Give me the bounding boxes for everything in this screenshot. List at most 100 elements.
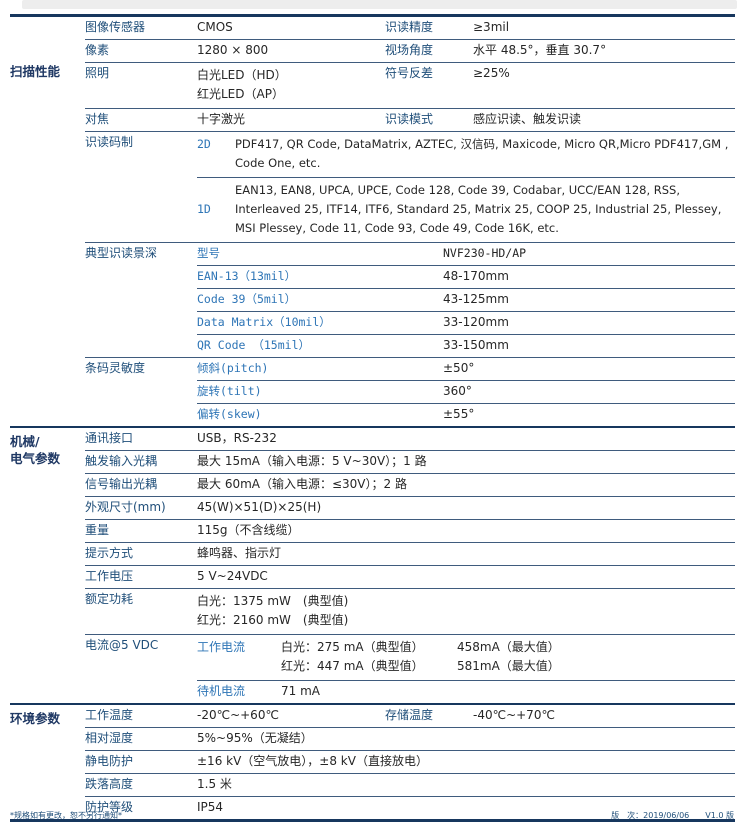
depth-model: NVF230-HD/AP	[443, 246, 527, 260]
sensitivity-row-tilt: 旋转(tilt) 360°	[197, 381, 735, 404]
row-drop-height: 跌落高度 1.5 米	[85, 774, 735, 797]
symbologies-body: 2D PDF417, QR Code, DataMatrix, AZTEC, 汉…	[197, 132, 735, 242]
row-barcode-sensitivity: 条码灵敏度 倾斜(pitch) ±50° 旋转(tilt) 360° 偏转(sk…	[85, 358, 735, 426]
depth-value: 33-120mm	[443, 315, 509, 329]
row-label: 典型识读景深	[85, 246, 158, 260]
standby-current-value: 71 mA	[281, 684, 320, 698]
row-value: CMOS	[197, 20, 233, 34]
depth-row-datamatrix: Data Matrix（10mil） 33-120mm	[197, 312, 735, 335]
row-illumination: 照明 白光LED（HD） 红光LED（AP） 符号反差 ≥25%	[85, 63, 735, 109]
row-operating-temperature: 工作温度 -20℃~+60℃ 存储温度 -40℃~+70℃	[85, 705, 735, 728]
row-label: 静电防护	[85, 754, 134, 768]
red-max: 581mA（最大值）	[457, 659, 560, 673]
section-body-scan: 图像传感器 CMOS 识读精度 ≥3mil 像素 1280 × 800 视场角度…	[85, 17, 735, 426]
row-pixels: 像素 1280 × 800 视场角度 水平 48.5°，垂直 30.7°	[85, 40, 735, 63]
sensitivity-body: 倾斜(pitch) ±50° 旋转(tilt) 360° 偏转(skew) ±5…	[197, 358, 735, 426]
section-title-mech-line2: 电气参数	[10, 451, 61, 466]
row-dimensions: 外观尺寸(mm) 45(W)×51(D)×25(H)	[85, 497, 735, 520]
sensitivity-value: ±50°	[443, 361, 475, 375]
row-label: 通讯接口	[85, 431, 134, 445]
section-scan-performance: 扫描性能 图像传感器 CMOS 识读精度 ≥3mil 像素 1280 × 800…	[10, 17, 735, 426]
row-value: 5 V~24VDC	[197, 569, 268, 583]
depth-row-ean13: EAN-13（13mil） 48-170mm	[197, 266, 735, 289]
row-label: 条码灵敏度	[85, 361, 146, 375]
row-label: 电流@5 VDC	[85, 638, 159, 652]
sensitivity-value: ±55°	[443, 407, 475, 421]
working-current-white: 白光：275 mA（典型值） 458mA（最大值）	[281, 638, 735, 657]
section-title-mech: 机械/ 电气参数	[10, 428, 85, 703]
row-label: 防护等级	[85, 800, 134, 814]
depth-name: Code 39（5mil）	[197, 292, 297, 306]
row-value: ±16 kV（空气放电），±8 kV（直接放电）	[197, 754, 428, 768]
row-value: USB，RS-232	[197, 431, 277, 445]
section-title-mech-line1: 机械/	[10, 434, 40, 449]
row-esd: 静电防护 ±16 kV（空气放电），±8 kV（直接放电）	[85, 751, 735, 774]
row-label: 识读码制	[85, 135, 134, 149]
row-label: 信号输出光耦	[85, 477, 158, 491]
row-label-2: 视场角度	[385, 43, 434, 57]
depth-name: 型号	[197, 246, 220, 260]
depth-name: Data Matrix（10mil）	[197, 315, 331, 329]
row-label-2: 识读模式	[385, 112, 434, 126]
row-value-2: ≥25%	[473, 66, 510, 80]
depth-value: 33-150mm	[443, 338, 509, 352]
row-trigger-input: 触发输入光耦 最大 15mA（输入电源：5 V~30V）；1 路	[85, 451, 735, 474]
row-value: 45(W)×51(D)×25(H)	[197, 500, 322, 514]
sensitivity-name: 旋转(tilt)	[197, 384, 262, 398]
depth-value: 43-125mm	[443, 292, 509, 306]
standby-current-block: 待机电流 71 mA	[197, 681, 735, 703]
row-value-2: ≥3mil	[473, 20, 510, 34]
section-body-env: 工作温度 -20℃~+60℃ 存储温度 -40℃~+70℃ 相对湿度 5%~95…	[85, 705, 735, 819]
page-top-strip	[22, 0, 737, 9]
row-value: 115g（不含线缆）	[197, 523, 300, 537]
row-ip-rating: 防护等级 IP54	[85, 797, 735, 819]
depth-name: QR Code （15mil）	[197, 338, 311, 352]
working-current-block: 工作电流 白光：275 mA（典型值） 458mA（最大值） 红光：447 mA…	[197, 635, 735, 681]
row-label: 额定功耗	[85, 592, 134, 606]
depth-row-qrcode: QR Code （15mil） 33-150mm	[197, 335, 735, 357]
row-label: 外观尺寸(mm)	[85, 500, 166, 514]
symbology-list-1d: EAN13, EAN8, UPCA, UPCE, Code 128, Code …	[235, 183, 722, 235]
section-body-mech: 通讯接口 USB，RS-232 触发输入光耦 最大 15mA（输入电源：5 V~…	[85, 428, 735, 703]
row-value: 最大 60mA（输入电源：≤30V）；2 路	[197, 477, 407, 491]
row-value: -20℃~+60℃	[197, 708, 279, 722]
row-symbologies: 识读码制 2D PDF417, QR Code, DataMatrix, AZT…	[85, 132, 735, 243]
symbology-1d-block: 1D EAN13, EAN8, UPCA, UPCE, Code 128, Co…	[197, 178, 735, 242]
section-title-scan: 扫描性能	[10, 64, 61, 79]
row-value: IP54	[197, 800, 224, 814]
row-label: 工作电压	[85, 569, 134, 583]
depth-value: 48-170mm	[443, 269, 509, 283]
row-value-2: 感应识读、触发识读	[473, 112, 582, 126]
row-value-2: 水平 48.5°，垂直 30.7°	[473, 43, 607, 57]
row-value: 5%~95%（无凝结）	[197, 731, 313, 745]
sensitivity-row-skew: 偏转(skew) ±55°	[197, 404, 735, 426]
illumination-red: 红光LED（AP）	[197, 87, 284, 101]
row-value: 最大 15mA（输入电源：5 V~30V）；1 路	[197, 454, 427, 468]
sensitivity-value: 360°	[443, 384, 472, 398]
row-signal-output: 信号输出光耦 最大 60mA（输入电源：≤30V）；2 路	[85, 474, 735, 497]
standby-current-label: 待机电流	[197, 684, 246, 698]
row-value: 1280 × 800	[197, 43, 269, 57]
symbology-type-2d: 2D	[197, 137, 211, 151]
row-value: 十字激光	[197, 112, 246, 126]
symbology-list-2d: PDF417, QR Code, DataMatrix, AZTEC, 汉信码,…	[235, 137, 729, 170]
depth-row-code39: Code 39（5mil） 43-125mm	[197, 289, 735, 312]
red-typical: 红光：447 mA（典型值）	[281, 659, 424, 673]
row-rated-power: 额定功耗 白光：1375 mW (典型值) 红光：2160 mW (典型值)	[85, 589, 735, 635]
row-label-2: 存储温度	[385, 708, 434, 722]
working-current-values: 白光：275 mA（典型值） 458mA（最大值） 红光：447 mA（典型值）…	[281, 638, 735, 676]
row-current: 电流@5 VDC 工作电流 白光：275 mA（典型值） 458mA（最大值） …	[85, 635, 735, 703]
row-label: 像素	[85, 43, 110, 57]
row-interface: 通讯接口 USB，RS-232	[85, 428, 735, 451]
row-label: 重量	[85, 523, 110, 537]
section-mechanical-electrical: 机械/ 电气参数 通讯接口 USB，RS-232 触发输入光耦 最大 15mA（…	[10, 426, 735, 703]
row-voltage: 工作电压 5 V~24VDC	[85, 566, 735, 589]
rated-power-values: 白光：1375 mW (典型值) 红光：2160 mW (典型值)	[197, 592, 735, 630]
row-label: 跌落高度	[85, 777, 134, 791]
row-label-2: 符号反差	[385, 66, 434, 80]
row-label: 图像传感器	[85, 20, 146, 34]
row-label: 相对湿度	[85, 731, 134, 745]
row-label: 提示方式	[85, 546, 134, 560]
rated-power-red: 红光：2160 mW (典型值)	[197, 613, 349, 627]
